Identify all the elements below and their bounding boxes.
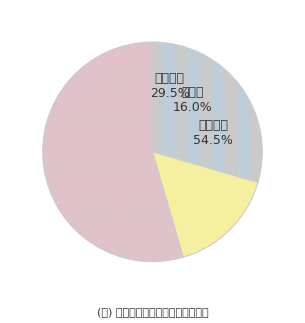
- Wedge shape: [152, 42, 262, 182]
- Text: (注) 売上内訳「不明」を除いて算出: (注) 売上内訳「不明」を除いて算出: [97, 307, 208, 317]
- Text: 固定通信
29.5%: 固定通信 29.5%: [150, 72, 190, 100]
- Text: 移動通信
54.5%: 移動通信 54.5%: [193, 119, 233, 147]
- Wedge shape: [152, 152, 258, 257]
- Text: その他
16.0%: その他 16.0%: [173, 86, 213, 114]
- Wedge shape: [43, 42, 183, 262]
